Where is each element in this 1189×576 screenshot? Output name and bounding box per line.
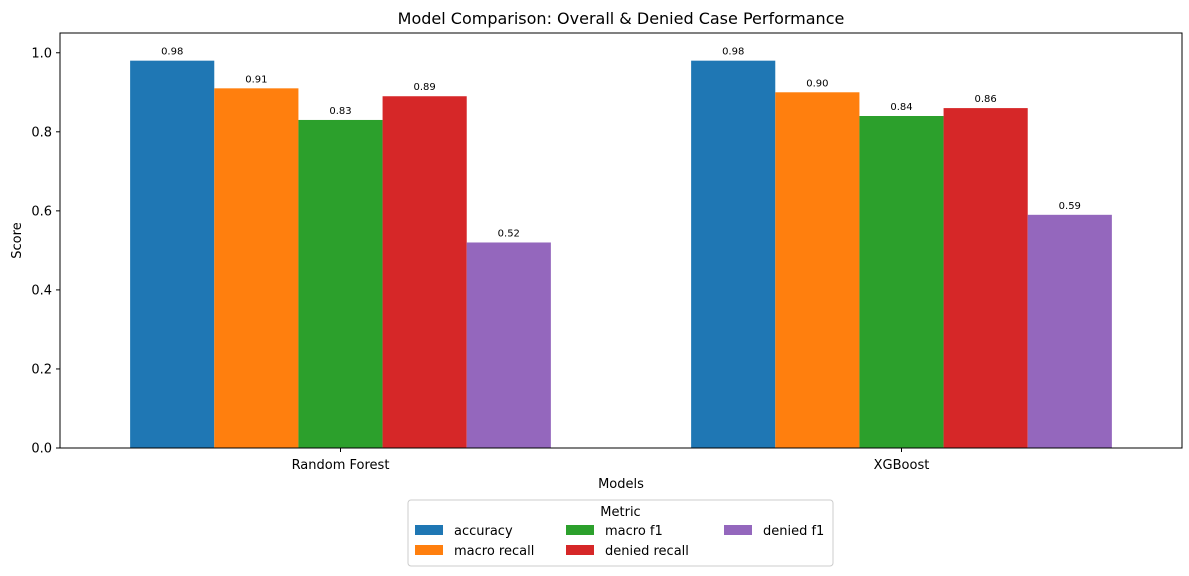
bar <box>466 242 551 448</box>
plot-frame <box>59 32 1183 449</box>
x-axis-label: Models <box>598 477 644 492</box>
bar-value-label: 0.89 <box>414 82 436 93</box>
legend: Metric accuracy macro recall macro f1 denie… <box>407 499 834 567</box>
legend-entry-label: denied f1 <box>763 524 824 539</box>
bar <box>214 88 299 448</box>
bar-value-label: 0.52 <box>498 228 520 239</box>
bar-value-label: 0.98 <box>722 47 744 58</box>
legend-box <box>407 499 834 567</box>
legend-entry-label: macro recall <box>454 544 534 559</box>
y-tick-label: 0.6 <box>31 204 52 219</box>
chart-title: Model Comparison: Overall & Denied Case … <box>398 9 845 28</box>
legend-entries: accuracy macro recall macro f1 denied recal… <box>415 524 824 559</box>
bar-value-label: 0.91 <box>245 74 267 85</box>
bar <box>298 119 383 448</box>
y-tick-label: 1.0 <box>31 46 52 61</box>
legend-swatch <box>415 545 443 555</box>
x-tick-label: Random Forest <box>292 458 390 473</box>
bar-value-label: 0.86 <box>975 94 997 105</box>
legend-swatch <box>566 545 594 555</box>
bar-value-label: 0.59 <box>1059 201 1081 212</box>
legend-swatch <box>724 525 752 535</box>
y-tick-label: 0.4 <box>31 283 52 298</box>
bar-value-label: 0.83 <box>329 106 351 117</box>
bar <box>1027 214 1112 448</box>
legend-entry-label: macro f1 <box>605 524 663 539</box>
y-tick-label: 0.2 <box>31 362 52 377</box>
legend-entry-label: denied recall <box>605 544 689 559</box>
legend-title: Metric <box>600 505 640 520</box>
legend-entry-label: accuracy <box>454 524 513 539</box>
x-tick-label: XGBoost <box>874 458 930 473</box>
bar-value-label: 0.84 <box>890 102 912 113</box>
bar <box>775 92 860 449</box>
plot-area: 0.98 0.98 0.91 0.90 0.83 0.84 0.89 0.86 0.52 0.59… <box>31 46 1112 473</box>
bar-value-label: 0.98 <box>161 47 183 58</box>
legend-swatch <box>566 525 594 535</box>
bar <box>859 116 944 448</box>
y-axis-label: Score <box>10 222 25 258</box>
bar <box>691 60 776 449</box>
bar-value-label: 0.90 <box>806 78 828 89</box>
bar <box>943 108 1028 448</box>
legend-swatch <box>415 525 443 535</box>
bar <box>130 60 215 449</box>
y-tick-label: 0.8 <box>31 125 52 140</box>
y-tick-label: 0.0 <box>31 442 52 457</box>
bar <box>382 96 467 448</box>
